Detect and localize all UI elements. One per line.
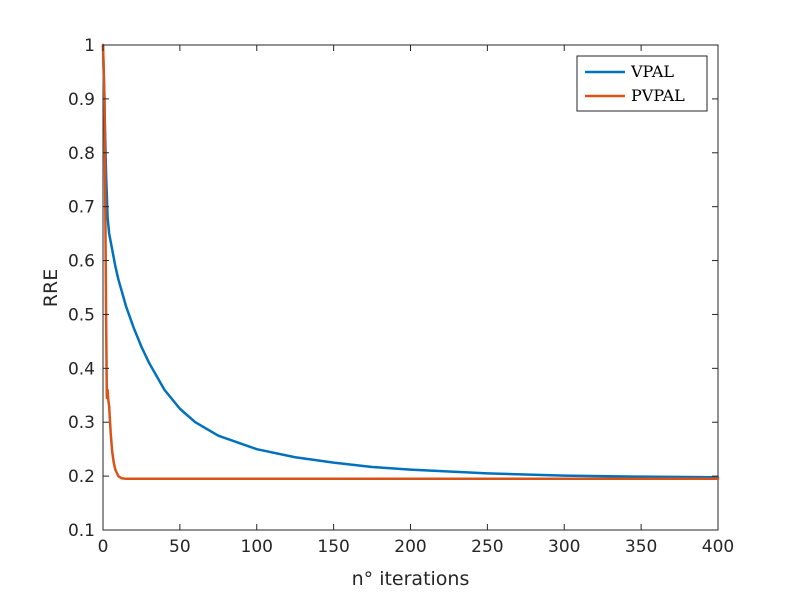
- series-layer: [101, 43, 720, 481]
- x-tick-label: 250: [471, 537, 503, 557]
- y-tick-label: 0.4: [68, 359, 95, 379]
- legend-label-pvpal: PVPAL: [631, 86, 685, 105]
- legend: VPAL PVPAL: [576, 55, 708, 112]
- x-tick-label: 350: [625, 537, 657, 557]
- x-tick-label: 0: [98, 537, 109, 557]
- y-tick-label: 1: [84, 36, 95, 56]
- axis-ticks: 0 50 100 150 200 250 300 350 400 0.1 0.2 0.3 0.4 0.5 0…: [68, 36, 734, 557]
- y-tick-label: 0.8: [68, 144, 95, 164]
- legend-label-vpal: VPAL: [630, 62, 674, 81]
- plot-area: [102, 44, 719, 531]
- x-tick-label: 300: [548, 537, 580, 557]
- series-line-vpal: [101, 43, 720, 479]
- x-axis-label: n° iterations: [352, 568, 470, 590]
- series-line-pvpal: [101, 43, 720, 481]
- y-tick-label: 0.1: [68, 521, 95, 541]
- y-axis-label: RRE: [40, 269, 62, 307]
- y-tick-label: 0.3: [68, 413, 95, 433]
- x-tick-label: 50: [169, 537, 191, 557]
- x-tick-label: 100: [241, 537, 273, 557]
- x-tick-label: 150: [317, 537, 349, 557]
- y-tick-label: 0.7: [68, 198, 95, 218]
- y-tick-label: 0.9: [68, 90, 95, 110]
- x-tick-label: 400: [702, 537, 734, 557]
- y-tick-label: 0.6: [68, 252, 95, 272]
- legend-box: [576, 55, 708, 112]
- y-tick-label: 0.2: [68, 467, 95, 487]
- y-tick-label: 0.5: [68, 305, 95, 325]
- x-tick-label: 200: [394, 537, 426, 557]
- plot-box: [102, 44, 719, 531]
